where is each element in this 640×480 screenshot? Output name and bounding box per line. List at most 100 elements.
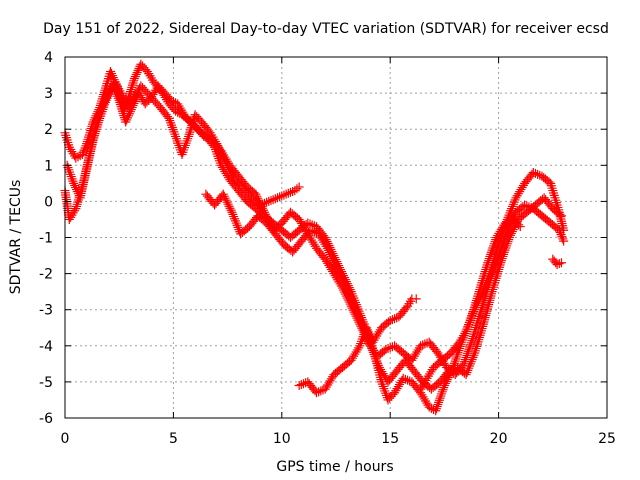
data-point-marker [344, 289, 354, 299]
data-point-marker [505, 230, 515, 240]
data-point-marker [117, 106, 127, 116]
data-point-marker [486, 249, 496, 259]
data-point-marker [347, 295, 357, 305]
y-tick-label: 2 [44, 122, 53, 138]
data-point-marker [373, 358, 383, 368]
data-point-marker [492, 269, 502, 279]
data-point-marker [494, 264, 504, 274]
data-point-marker [474, 332, 484, 342]
data-point-marker [491, 273, 501, 283]
data-point-marker [373, 360, 383, 370]
data-point-marker [285, 187, 295, 197]
data-point-marker [217, 149, 227, 159]
data-point-marker [91, 122, 101, 132]
data-point-marker [494, 238, 504, 248]
data-point-marker [548, 186, 558, 196]
data-point-marker [232, 220, 242, 230]
data-point-marker [127, 82, 137, 92]
data-point-marker [94, 111, 104, 121]
series-arc-6 [416, 168, 569, 394]
data-point-marker [122, 115, 132, 125]
data-point-marker [466, 338, 476, 348]
data-point-marker [461, 326, 471, 336]
data-point-marker [172, 136, 182, 146]
data-point-marker [187, 118, 197, 128]
data-point-marker [186, 125, 196, 135]
data-point-marker [357, 319, 367, 329]
data-point-marker [223, 199, 233, 209]
data-point-marker [559, 225, 569, 235]
data-point-marker [471, 344, 481, 354]
data-point-marker [314, 387, 324, 397]
data-point-marker [490, 276, 500, 286]
data-point-marker [168, 125, 178, 135]
data-point-marker [165, 116, 175, 126]
data-point-marker [270, 194, 280, 204]
grid-lines [65, 57, 607, 418]
data-point-marker [422, 338, 432, 348]
data-point-marker [66, 172, 76, 182]
data-point-marker [552, 260, 562, 270]
data-point-marker [463, 365, 473, 375]
data-point-marker [227, 171, 237, 181]
data-point-marker [433, 399, 443, 409]
data-point-marker [470, 327, 480, 337]
data-point-marker [355, 341, 365, 351]
data-point-marker [358, 332, 368, 342]
data-point-marker [491, 249, 501, 259]
data-point-marker [77, 149, 87, 159]
data-point-marker [127, 80, 137, 90]
data-point-marker [464, 363, 474, 373]
data-point-marker [125, 89, 135, 99]
data-point-marker [503, 237, 513, 247]
data-point-marker [233, 222, 243, 232]
data-point-marker [438, 385, 448, 395]
data-point-marker [220, 157, 230, 167]
data-point-marker [98, 100, 108, 110]
data-point-marker [128, 78, 138, 88]
data-point-marker [489, 255, 499, 265]
data-point-marker [325, 249, 335, 259]
data-point-marker [502, 217, 512, 227]
data-point-marker [264, 196, 274, 206]
data-point-marker [501, 219, 511, 229]
data-point-marker [546, 181, 556, 191]
data-point-marker [502, 239, 512, 249]
data-point-marker [488, 257, 498, 267]
data-point-marker [435, 393, 445, 403]
data-point-marker [485, 251, 495, 261]
data-point-marker [481, 277, 491, 287]
data-point-marker [354, 310, 364, 320]
data-point-marker [465, 342, 475, 352]
data-point-marker [351, 304, 361, 314]
data-point-marker [466, 313, 476, 323]
data-point-marker [500, 245, 510, 255]
data-point-marker [61, 130, 71, 140]
data-point-marker [294, 182, 304, 192]
x-tick-label: 0 [61, 431, 70, 447]
data-point-marker [230, 216, 240, 226]
data-point-marker [296, 380, 306, 390]
data-point-marker [502, 241, 512, 251]
data-point-marker [473, 316, 483, 326]
data-markers [60, 59, 569, 416]
data-point-marker [496, 256, 506, 266]
data-point-marker [398, 373, 408, 383]
data-point-marker [129, 76, 139, 86]
data-point-marker [355, 315, 365, 325]
data-point-marker [462, 368, 472, 378]
data-point-marker [368, 347, 378, 357]
data-point-marker [507, 204, 517, 214]
y-tick-label: -5 [39, 375, 53, 391]
data-point-marker [478, 286, 488, 296]
data-point-marker [322, 243, 332, 253]
data-point-marker [99, 98, 109, 108]
data-point-marker [466, 357, 476, 367]
data-point-marker [259, 207, 269, 217]
data-point-marker [436, 391, 446, 401]
data-point-marker [474, 294, 484, 304]
data-point-marker [411, 294, 421, 304]
data-point-marker [184, 129, 194, 139]
data-point-marker [479, 284, 489, 294]
data-point-marker [69, 178, 79, 188]
